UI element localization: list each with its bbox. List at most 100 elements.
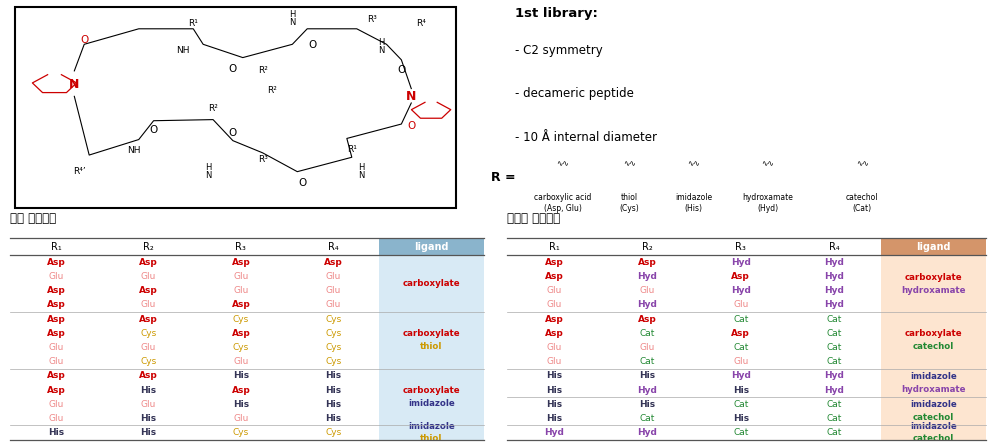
Text: Asp: Asp (47, 286, 65, 295)
Text: His: His (546, 400, 562, 409)
Text: Asp: Asp (47, 300, 65, 309)
Text: O: O (407, 121, 415, 131)
Text: Glu: Glu (733, 357, 748, 366)
Text: Glu: Glu (733, 300, 748, 309)
Bar (881, 255, 986, 312)
Text: R₃: R₃ (735, 242, 746, 252)
Text: hydroxamate: hydroxamate (901, 385, 965, 394)
FancyBboxPatch shape (15, 7, 456, 208)
Text: Glu: Glu (49, 357, 63, 366)
Text: Cat: Cat (826, 357, 841, 366)
Text: imidazole: imidazole (408, 399, 455, 408)
Text: Asp: Asp (139, 371, 158, 381)
Text: R₃: R₃ (236, 242, 247, 252)
Text: His: His (732, 414, 749, 423)
Text: Asp: Asp (47, 385, 65, 395)
Text: Cat: Cat (640, 357, 655, 366)
Text: Glu: Glu (141, 400, 157, 409)
Text: ligand: ligand (414, 242, 449, 252)
Text: His: His (639, 400, 655, 409)
Text: Glu: Glu (49, 414, 63, 423)
Text: carboxylate: carboxylate (402, 386, 460, 395)
Text: His: His (141, 414, 157, 423)
Bar (881, 369, 986, 397)
Text: H
N: H N (205, 163, 211, 180)
Text: His: His (233, 400, 249, 409)
Text: catechol: catechol (913, 342, 954, 351)
Text: Hyd: Hyd (825, 286, 844, 295)
Text: Asp: Asp (139, 315, 158, 323)
Text: Glu: Glu (640, 343, 655, 352)
Text: 천연 아미노산: 천연 아미노산 (10, 212, 56, 225)
Text: Asp: Asp (545, 329, 564, 338)
Text: Glu: Glu (546, 286, 562, 295)
Text: Cys: Cys (325, 315, 341, 323)
Text: thiol: thiol (420, 435, 443, 443)
Text: His: His (546, 371, 562, 381)
Text: Hyd: Hyd (730, 258, 750, 267)
Bar (380, 255, 484, 312)
Text: Asp: Asp (47, 258, 65, 267)
Text: Glu: Glu (49, 343, 63, 352)
Text: R₁: R₁ (51, 242, 61, 252)
Text: O: O (229, 64, 237, 74)
Bar (380, 425, 484, 439)
Text: Glu: Glu (233, 414, 249, 423)
Text: Hyd: Hyd (825, 272, 844, 281)
Text: Asp: Asp (545, 258, 564, 267)
Text: hydroxamate: hydroxamate (901, 285, 965, 295)
Text: Cat: Cat (733, 343, 748, 352)
Text: His: His (325, 385, 341, 395)
Text: Cys: Cys (233, 343, 249, 352)
Text: Cys: Cys (325, 329, 341, 338)
Text: Hyd: Hyd (637, 428, 657, 437)
Text: Glu: Glu (141, 343, 157, 352)
Text: Cys: Cys (233, 315, 249, 323)
Text: catechol: catechol (913, 435, 954, 443)
Text: Hyd: Hyd (825, 385, 844, 395)
Text: Asp: Asp (139, 286, 158, 295)
Text: His: His (325, 414, 341, 423)
Text: R³: R³ (367, 16, 377, 24)
Text: Cys: Cys (325, 357, 341, 366)
Text: Cat: Cat (826, 315, 841, 323)
Text: Hyd: Hyd (637, 300, 657, 309)
Text: Glu: Glu (640, 286, 655, 295)
Text: His: His (325, 371, 341, 381)
Text: R¹: R¹ (347, 145, 357, 154)
Text: R²: R² (268, 86, 277, 95)
Text: thiol
(Cys): thiol (Cys) (619, 193, 639, 213)
Text: carboxylate: carboxylate (905, 330, 962, 338)
Text: ∿∿: ∿∿ (623, 159, 635, 168)
Text: R₂: R₂ (143, 242, 154, 252)
Text: Cat: Cat (733, 315, 748, 323)
Text: R¹: R¹ (188, 19, 198, 28)
Text: Asp: Asp (47, 329, 65, 338)
Text: 비천연 아미노산: 비천연 아미노산 (507, 212, 561, 225)
Bar (881, 238, 986, 255)
Text: His: His (48, 428, 64, 437)
Text: R²: R² (258, 66, 268, 75)
Text: ligand: ligand (916, 242, 950, 252)
Text: ∿∿: ∿∿ (762, 159, 774, 168)
Text: ∿∿: ∿∿ (557, 159, 569, 168)
Text: His: His (141, 385, 157, 395)
Text: H
N: H N (379, 38, 385, 55)
Text: R⁴’: R⁴’ (73, 167, 85, 176)
Text: Glu: Glu (325, 272, 341, 281)
Text: imidazole: imidazole (910, 422, 956, 431)
Text: O: O (80, 35, 88, 45)
Text: Asp: Asp (47, 315, 65, 323)
Text: Hyd: Hyd (825, 300, 844, 309)
Text: imidazole
(His): imidazole (His) (675, 193, 713, 213)
Text: O: O (397, 65, 405, 75)
Text: carboxylate: carboxylate (402, 330, 460, 338)
Text: Asp: Asp (324, 258, 343, 267)
Text: R₁: R₁ (549, 242, 560, 252)
Text: Cat: Cat (733, 428, 748, 437)
Text: His: His (325, 400, 341, 409)
Text: N: N (69, 78, 79, 91)
Text: Cat: Cat (826, 400, 841, 409)
Text: Hyd: Hyd (825, 371, 844, 381)
Text: Cat: Cat (826, 343, 841, 352)
